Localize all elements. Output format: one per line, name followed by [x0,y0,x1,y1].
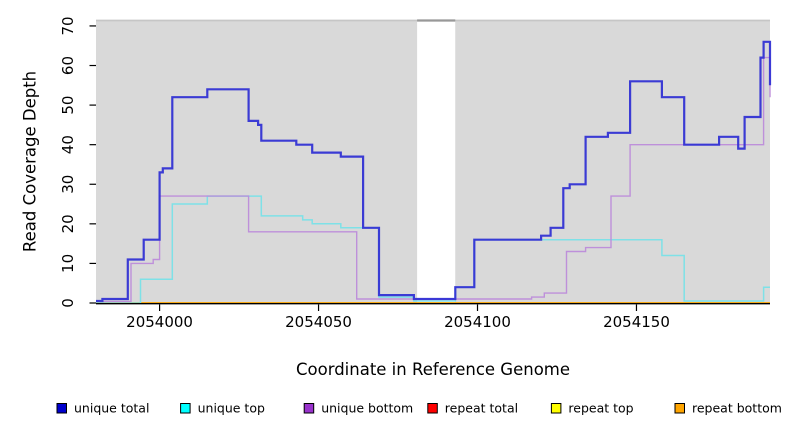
gap-band [417,21,456,304]
x-tick-label: 2054100 [444,313,511,331]
y-tick-label: 0 [59,298,77,308]
line-unique-top [96,195,770,304]
line-unique-bottom [96,56,771,303]
legend-item-repeat-top: repeat top [550,401,634,416]
legend: unique total unique top unique bottom repea… [56,401,782,416]
legend-item-unique-total: unique total [56,401,149,416]
y-tick-label: 70 [59,16,77,35]
series-lines [96,40,772,304]
y-tick-label: 30 [59,175,77,194]
legend-swatch-unique-bottom [303,403,315,414]
legend-label-unique-top: unique top [198,401,265,416]
plot-area [96,19,770,304]
legend-label-unique-bottom: unique bottom [321,401,413,416]
y-axis-title: Read Coverage Depth [21,71,40,252]
legend-item-unique-top: unique top [180,401,265,416]
legend-swatch-unique-total [56,403,67,414]
x-tick-label: 2054000 [126,313,193,331]
legend-item-repeat-bottom: repeat bottom [674,401,782,416]
legend-swatch-unique-top [180,403,191,414]
y-tick-label: 60 [59,56,77,75]
legend-label-repeat-top: repeat top [568,401,633,416]
line-unique-total [96,40,772,303]
legend-label-repeat-bottom: repeat bottom [692,401,782,416]
y-tick-label: 10 [59,254,77,273]
x-tick-label: 2054150 [603,313,670,331]
x-tick-label: 2054050 [285,313,352,331]
y-tick-label: 40 [59,135,77,154]
legend-label-repeat-total: repeat total [445,401,518,416]
legend-swatch-repeat-bottom [674,403,685,414]
legend-swatch-repeat-top [550,403,562,414]
legend-swatch-repeat-total [427,403,438,414]
y-tick-label: 50 [59,96,77,115]
legend-label-unique-total: unique total [74,401,149,416]
legend-item-repeat-total: repeat total [427,401,518,416]
y-tick-label: 20 [59,214,77,233]
x-axis-title: Coordinate in Reference Genome [296,360,570,379]
legend-item-unique-bottom: unique bottom [303,401,413,416]
axes: 2054000 2054050 2054100 2054150 0 10 20 30 40 50 6… [59,16,770,331]
